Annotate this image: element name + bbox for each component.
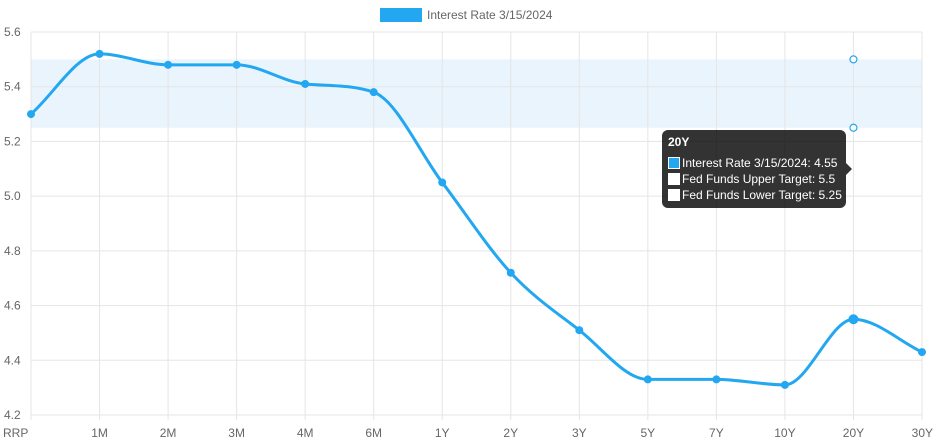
- x-tick-label: 2M: [160, 426, 177, 440]
- x-tick-label: 10Y: [774, 426, 795, 440]
- y-tick-label: 4.4: [4, 353, 21, 367]
- legend-label[interactable]: Interest Rate 3/15/2024: [427, 8, 553, 22]
- y-tick-label: 5.2: [4, 134, 21, 148]
- y-tick-label: 4.8: [4, 244, 21, 258]
- data-point: [780, 380, 789, 389]
- x-tick-label: 30Y: [912, 426, 933, 440]
- data-point: [918, 348, 926, 357]
- tooltip-swatch: [668, 157, 680, 169]
- x-tick-label: 7Y: [709, 426, 724, 440]
- data-point: [164, 60, 173, 69]
- tooltip-text: Fed Funds Lower Target: 5.25: [682, 188, 842, 202]
- data-point: [232, 60, 241, 69]
- x-tick-label: RRP: [3, 426, 28, 440]
- data-point: [506, 268, 515, 277]
- x-tick-label: 3Y: [572, 426, 587, 440]
- x-tick-label: 5Y: [641, 426, 656, 440]
- tooltip-row: Fed Funds Lower Target: 5.25: [668, 187, 842, 203]
- y-tick-label: 5.6: [4, 25, 21, 39]
- legend[interactable]: Interest Rate 3/15/2024: [380, 8, 553, 22]
- legend-swatch[interactable]: [380, 8, 422, 22]
- tooltip-row: Fed Funds Upper Target: 5.5: [668, 171, 840, 187]
- y-tick-label: 5.0: [4, 189, 21, 203]
- data-point: [712, 375, 721, 384]
- x-tick-label: 6M: [365, 426, 382, 440]
- tooltip-swatch: [668, 189, 680, 201]
- tooltip-row: Interest Rate 3/15/2024: 4.55: [668, 155, 840, 171]
- x-tick-label: 4M: [297, 426, 314, 440]
- data-point: [848, 314, 859, 325]
- data-point: [643, 375, 652, 384]
- tooltip-text: Interest Rate 3/15/2024: 4.55: [682, 156, 838, 170]
- x-tick-label: 2Y: [503, 426, 518, 440]
- x-tick-label: 3M: [228, 426, 245, 440]
- x-tick-label: 20Y: [843, 426, 864, 440]
- data-point: [301, 79, 310, 88]
- x-tick-label: 1M: [91, 426, 108, 440]
- data-point: [27, 110, 35, 119]
- target-band: [31, 59, 922, 128]
- target-point: [849, 55, 858, 64]
- y-tick-label: 5.4: [4, 80, 21, 94]
- data-point: [369, 88, 378, 97]
- tooltip-text: Fed Funds Upper Target: 5.5: [682, 172, 836, 186]
- x-tick-label: 1Y: [435, 426, 450, 440]
- tooltip-swatch: [668, 173, 680, 185]
- data-point: [575, 326, 584, 335]
- tooltip: 20Y Interest Rate 3/15/2024: 4.55 Fed Fu…: [662, 130, 852, 208]
- target-point: [849, 123, 858, 132]
- tooltip-title: 20Y: [668, 135, 690, 149]
- data-point: [438, 178, 447, 187]
- y-tick-label: 4.6: [4, 299, 21, 313]
- data-point: [95, 49, 104, 58]
- y-tick-label: 4.2: [4, 408, 21, 422]
